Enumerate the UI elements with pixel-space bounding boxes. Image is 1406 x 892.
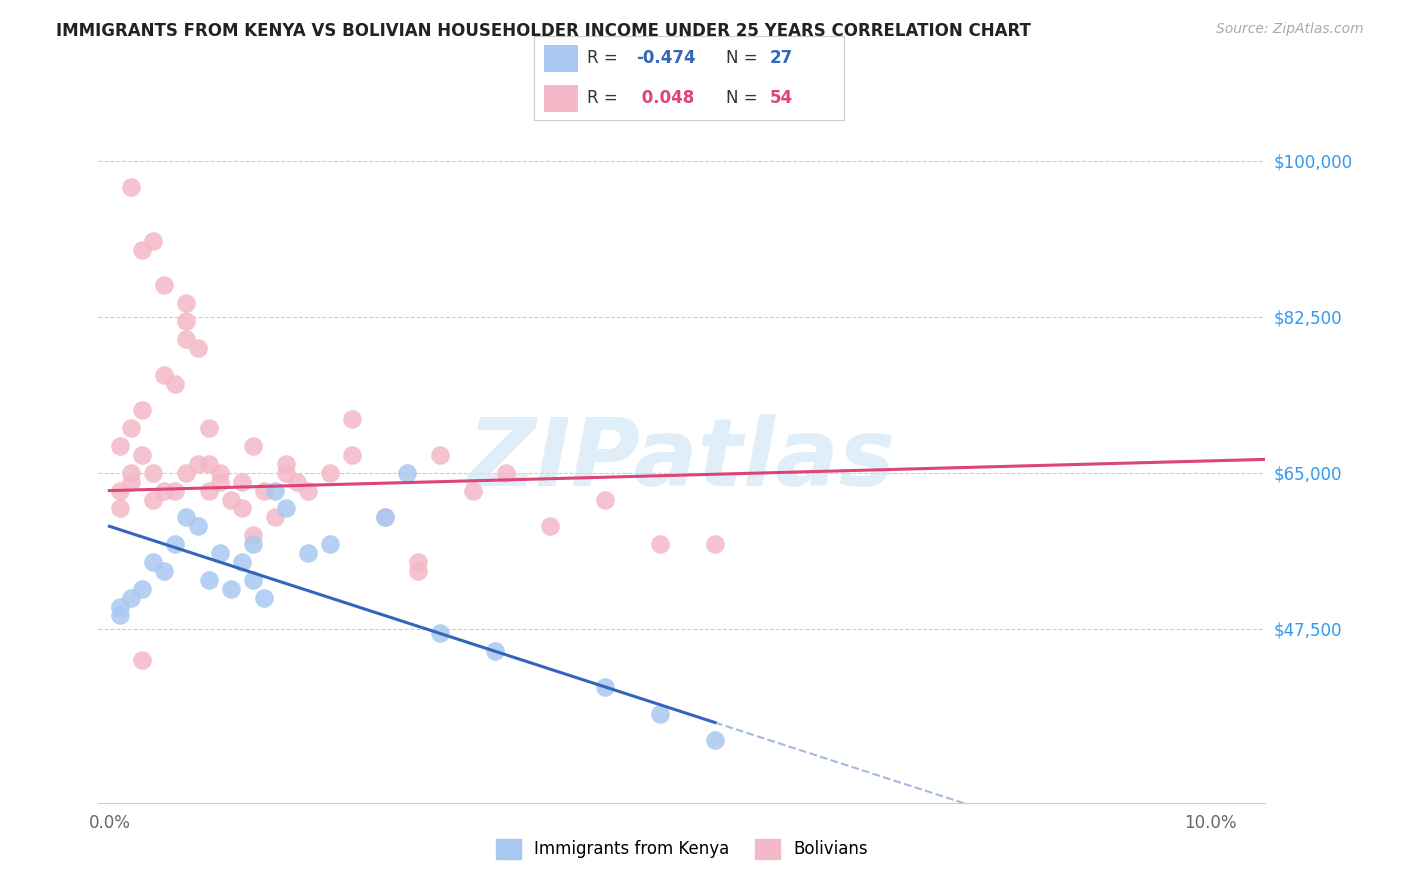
Point (131, 582, 153, 596)
Point (153, 368, 176, 382)
Point (176, 466, 198, 480)
Point (120, 466, 142, 480)
Point (395, 466, 418, 480)
Text: ZIPatlas: ZIPatlas (468, 414, 896, 507)
Point (231, 501, 253, 516)
Text: R =: R = (586, 49, 623, 67)
Point (176, 314, 198, 328)
Point (131, 403, 153, 417)
Text: 54: 54 (769, 89, 793, 107)
Point (252, 591, 274, 605)
Point (208, 546, 231, 560)
Legend: Immigrants from Kenya, Bolivians: Immigrants from Kenya, Bolivians (489, 832, 875, 866)
Point (374, 510, 396, 524)
Point (197, 573, 219, 587)
Point (374, 510, 396, 524)
Text: -0.474: -0.474 (637, 49, 696, 67)
Point (231, 555, 253, 569)
Point (131, 243, 153, 257)
Point (703, 537, 725, 551)
Point (153, 483, 176, 498)
Point (120, 591, 142, 605)
Point (208, 475, 231, 489)
Text: N =: N = (725, 89, 763, 107)
Point (242, 537, 264, 551)
Point (120, 421, 142, 435)
Point (242, 528, 264, 542)
Point (208, 466, 231, 480)
Point (297, 483, 319, 498)
Point (318, 537, 340, 551)
Text: 0.048: 0.048 (637, 89, 695, 107)
Point (142, 492, 165, 507)
Point (406, 555, 429, 569)
Point (263, 510, 285, 524)
Point (429, 626, 451, 640)
Point (297, 546, 319, 560)
Point (120, 180, 142, 194)
Point (120, 475, 142, 489)
Point (340, 448, 363, 462)
Point (318, 466, 340, 480)
Point (153, 278, 176, 293)
Point (429, 448, 451, 462)
Point (340, 412, 363, 426)
Text: N =: N = (725, 49, 763, 67)
FancyBboxPatch shape (544, 45, 578, 72)
Point (648, 537, 671, 551)
Point (593, 680, 616, 694)
Point (110, 439, 132, 453)
Point (252, 483, 274, 498)
Point (648, 706, 671, 721)
Text: IMMIGRANTS FROM KENYA VS BOLIVIAN HOUSEHOLDER INCOME UNDER 25 YEARS CORRELATION : IMMIGRANTS FROM KENYA VS BOLIVIAN HOUSEH… (56, 22, 1031, 40)
Text: R =: R = (586, 89, 623, 107)
Point (153, 564, 176, 578)
Point (593, 492, 616, 507)
Point (274, 457, 297, 471)
Point (285, 475, 308, 489)
Point (165, 483, 187, 498)
Point (110, 501, 132, 516)
Point (186, 341, 208, 355)
Point (110, 483, 132, 498)
Point (165, 537, 187, 551)
Point (263, 483, 285, 498)
Point (176, 510, 198, 524)
Point (538, 519, 561, 533)
Point (110, 608, 132, 623)
Point (219, 492, 242, 507)
Point (142, 234, 165, 248)
Point (176, 296, 198, 310)
Point (703, 733, 725, 747)
Point (406, 564, 429, 578)
Point (231, 475, 253, 489)
Point (186, 457, 208, 471)
Point (219, 582, 242, 596)
Point (274, 501, 297, 516)
Point (197, 457, 219, 471)
Point (165, 376, 187, 391)
Point (197, 483, 219, 498)
Point (110, 599, 132, 614)
Point (142, 555, 165, 569)
Point (484, 644, 506, 658)
Point (186, 519, 208, 533)
Text: Source: ZipAtlas.com: Source: ZipAtlas.com (1216, 22, 1364, 37)
Point (197, 421, 219, 435)
Point (131, 653, 153, 667)
Point (461, 483, 484, 498)
FancyBboxPatch shape (544, 85, 578, 112)
Point (495, 466, 517, 480)
Point (274, 466, 297, 480)
Point (131, 448, 153, 462)
Point (142, 466, 165, 480)
Point (242, 439, 264, 453)
Point (176, 332, 198, 346)
Text: 27: 27 (769, 49, 793, 67)
Point (242, 573, 264, 587)
